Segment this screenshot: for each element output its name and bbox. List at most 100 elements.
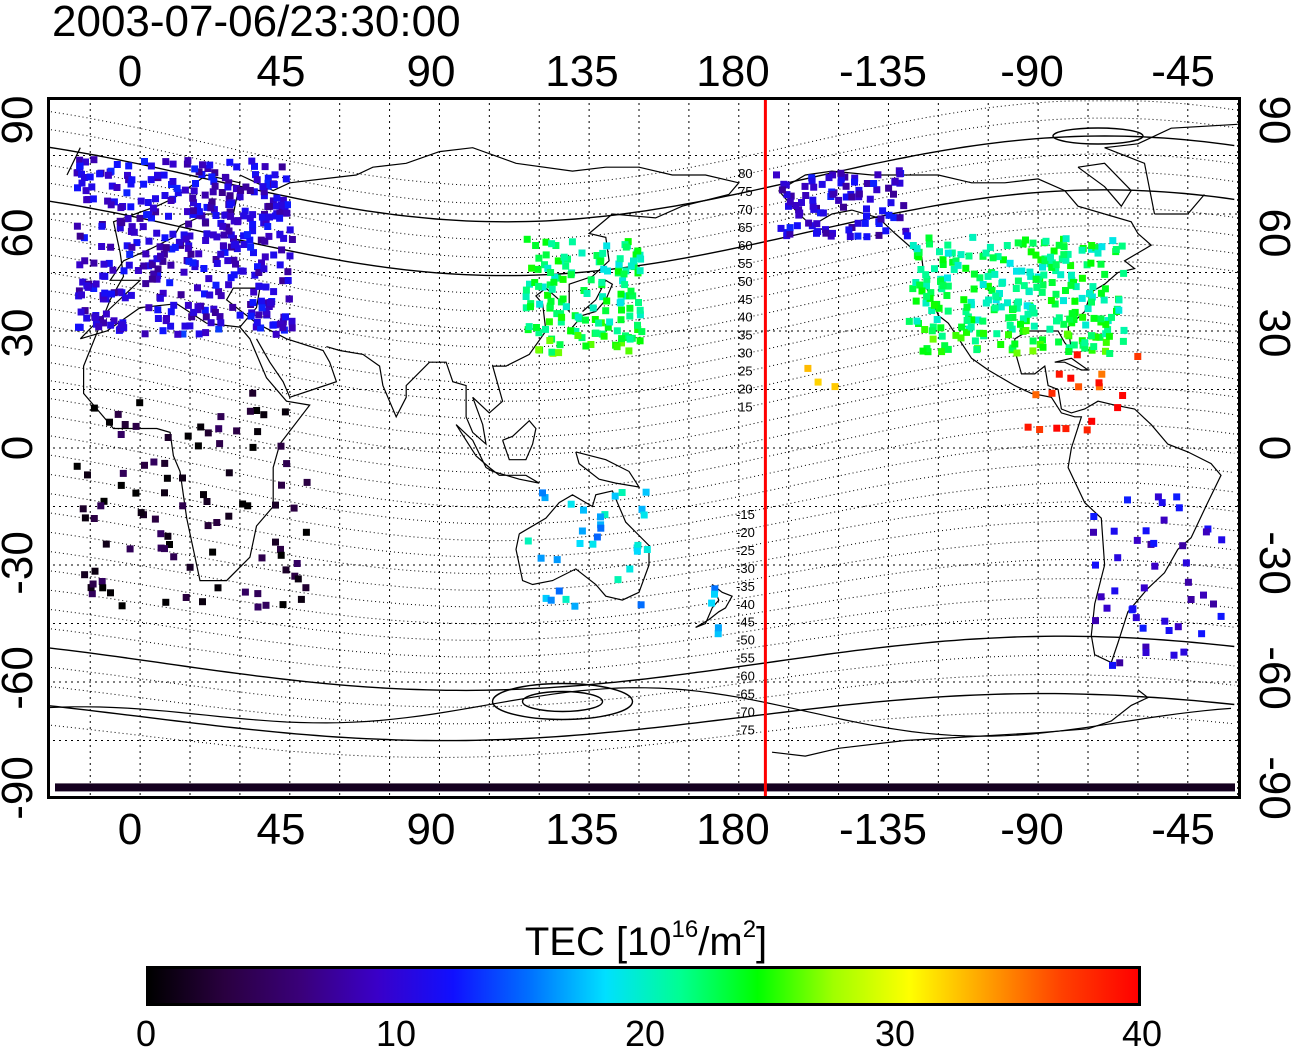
tec-cell [95, 323, 103, 331]
tec-cell [144, 199, 152, 206]
tec-cell [214, 584, 222, 592]
tec-cell [635, 299, 642, 306]
tec-cell [1030, 309, 1038, 317]
tec-cell [132, 422, 140, 430]
tec-cell [195, 330, 203, 338]
tec-cell [201, 306, 209, 314]
tec-cell [161, 489, 168, 497]
tec-cell [217, 292, 225, 300]
tec-cell [1025, 288, 1033, 296]
tec-cell [882, 227, 890, 235]
tec-cell [988, 286, 996, 294]
tec-cell [598, 278, 606, 286]
tec-cell [542, 594, 550, 602]
tec-cell [165, 212, 172, 220]
tec-cell [1009, 305, 1017, 313]
tec-cell [695, 783, 715, 792]
tec-cell [1048, 279, 1056, 286]
tec-cell [939, 256, 947, 264]
tec-cell [189, 207, 197, 215]
coastline [47, 687, 1232, 737]
tec-cell [435, 783, 455, 792]
tec-cell [1088, 298, 1095, 306]
tec-cell [225, 179, 233, 187]
tec-cell [173, 184, 181, 192]
contour-line [47, 654, 1235, 708]
tec-cell [74, 184, 81, 192]
tec-cell [808, 177, 816, 185]
tec-cell [288, 236, 296, 243]
tec-cell [923, 275, 931, 283]
tec-cell [929, 323, 937, 331]
tec-cell [156, 294, 164, 302]
tec-cell [167, 261, 175, 269]
tec-cell [232, 185, 240, 193]
tec-cell [180, 268, 188, 276]
tec-cell [100, 260, 108, 268]
tec-cell [81, 571, 89, 579]
tec-cell [221, 248, 229, 256]
tec-cell [952, 331, 960, 339]
tec-cell [118, 219, 126, 227]
tec-cell [875, 231, 883, 239]
tec-cell [622, 332, 629, 340]
tec-cell [1068, 310, 1076, 318]
tec-cell [976, 274, 984, 282]
tec-cell [595, 319, 603, 327]
tec-cell [1088, 242, 1096, 249]
tec-cell [1022, 327, 1030, 334]
tec-cell [885, 184, 893, 192]
tec-cell [1057, 271, 1065, 279]
contour-label: 30 [738, 346, 752, 361]
tec-cell [943, 292, 951, 299]
contour-line [47, 692, 1235, 742]
tec-cell [601, 511, 609, 519]
tec-cell [257, 236, 265, 244]
tec-cell [87, 584, 95, 592]
colorbar-label-mid: /m [698, 920, 743, 964]
tec-cell [235, 783, 255, 792]
tec-cell [110, 317, 118, 325]
tec-cell [1039, 343, 1047, 351]
tec-cell [777, 224, 785, 232]
tec-cell [1079, 313, 1087, 321]
tec-cell [80, 234, 88, 242]
colorbar-tick: 10 [375, 1013, 417, 1054]
tec-cell [79, 505, 87, 513]
tec-cell [829, 190, 837, 198]
tec-cell [954, 261, 962, 269]
tec-cell [77, 308, 85, 316]
tec-cell [835, 783, 855, 792]
tec-cell [795, 783, 815, 792]
tec-cell [232, 260, 239, 268]
tec-cell [890, 190, 897, 198]
tec-cell [930, 301, 938, 309]
tec-cell [217, 413, 225, 421]
tec-cell [186, 322, 194, 330]
tec-cell [1009, 344, 1017, 352]
contour-label: 55 [738, 256, 752, 271]
tec-cell [1132, 614, 1140, 622]
tec-cell [572, 328, 580, 335]
tec-cell [1087, 259, 1095, 267]
tec-cell [1140, 584, 1148, 592]
tec-cell [1150, 539, 1158, 547]
tec-cell [890, 214, 898, 222]
tec-cell [277, 201, 285, 209]
tec-cell [184, 244, 192, 252]
tec-cell [810, 183, 818, 191]
tec-cell [266, 213, 273, 221]
tec-cell [261, 237, 269, 245]
tec-cell [297, 595, 305, 603]
tec-cell [81, 514, 89, 522]
tec-cell [618, 489, 626, 496]
tec-cell [230, 271, 238, 279]
right-tick: 90 [1250, 95, 1292, 145]
tec-cell [210, 206, 218, 214]
tec-cell [154, 171, 161, 179]
contour-line [47, 539, 1235, 608]
tec-cell [589, 304, 597, 312]
tec-cell [234, 218, 242, 226]
tec-cell [604, 267, 611, 275]
tec-cell [161, 234, 169, 242]
